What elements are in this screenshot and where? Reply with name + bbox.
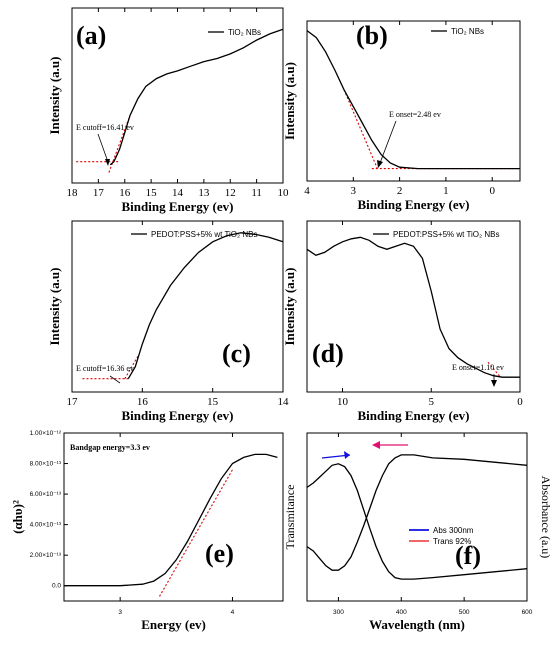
plot-frame-b: [306, 20, 521, 182]
x-tick-label: 11: [251, 187, 262, 199]
x-tick-label: 18: [67, 187, 79, 199]
fit-line: [124, 354, 140, 379]
series-line: [64, 453, 278, 587]
y-tick-label: 0.0: [52, 583, 61, 590]
y-axis-label: Transmitance: [283, 485, 297, 550]
x-axis-label: Energy (ev): [141, 617, 206, 632]
fit-line: [159, 469, 233, 597]
legend-entry: PEDOT:PSS+5% wt TiO₂ NBs: [393, 230, 499, 239]
x-axis-label: Binding Energy (ev): [122, 408, 234, 423]
panel-label: (a): [76, 21, 106, 50]
y-axis-label: Intensity (a.u): [282, 267, 297, 345]
x-tick-label: 0: [517, 396, 523, 408]
annotation-arrow: [109, 375, 121, 384]
x-tick-label: 0: [489, 185, 495, 197]
y-axis-label: Intensity (a.u): [47, 56, 62, 134]
y-axis-label: (αhυ)²: [10, 500, 25, 534]
plot-frame-e: [63, 432, 284, 602]
x-tick-label: 300: [333, 609, 344, 616]
x-tick-label: 3: [118, 609, 122, 616]
x-tick-label: 16: [119, 187, 131, 199]
x-axis-label: Wavelength (nm): [369, 617, 465, 632]
plot-frame-c: [71, 220, 284, 393]
plot-frame-d: [306, 220, 521, 393]
legend-entry: TiO₂ NBs: [228, 28, 261, 37]
panel-c: 17 16 15 14 Binding Energy (ev) Intensity (a.…: [47, 220, 290, 423]
legend-entry: Abs 300nm: [433, 526, 474, 535]
annotation-arrowhead: [491, 380, 497, 387]
fit-line: [343, 89, 378, 169]
annotation: E cutoff=16.36 ev: [76, 364, 134, 373]
x-tick-label: 10: [337, 396, 349, 408]
arrow-head: [372, 441, 380, 449]
fit-line: [487, 361, 501, 378]
y-tick-label: 4.00×10⁻¹³: [30, 522, 62, 529]
panel-d: 10 5 0 Binding Energy (ev) Intensity (a.u) (d…: [282, 220, 523, 423]
legend-entry: PEDOT:PSS+5% wt TiO₂ NBs: [151, 230, 257, 239]
x-tick-label: 3: [351, 185, 357, 197]
y-tick-label: 2.00×10⁻¹³: [30, 552, 62, 559]
x-tick-label: 16: [137, 396, 149, 408]
annotation: Bandgap energy=3.3 ev: [70, 443, 150, 452]
legend-entry: Trans 92%: [433, 537, 471, 546]
x-tick-label: 13: [198, 187, 210, 199]
panel-a: 18 17 16 15 14 13 12 11 10 Binding Energy (ev) Int…: [47, 7, 290, 214]
annotation-arrow: [97, 133, 109, 163]
y-tick-label: 1.00×10⁻¹²: [30, 430, 62, 437]
y-tick-label: 8.00×10⁻¹³: [30, 461, 62, 468]
annotation: E onset=2.48 ev: [389, 110, 441, 119]
panel-label: (c): [222, 339, 251, 368]
x-tick-label: 2: [397, 185, 403, 197]
legend-entry: TiO₂ NBs: [451, 27, 484, 36]
x-axis-label: Binding Energy (ev): [358, 197, 470, 212]
panel-e: 3 4 0.0 2.00×10⁻¹³ 4.00×10⁻¹³ 6.00×10⁻¹³ 8.00×…: [10, 430, 284, 632]
x-tick-label: 500: [459, 609, 470, 616]
x-tick-label: 17: [67, 396, 79, 408]
series-line: [306, 463, 528, 580]
y-axis-label: Intensity (a.u): [282, 62, 297, 140]
x-tick-label: 400: [396, 609, 407, 616]
series-line: [306, 236, 520, 378]
panel-label: (e): [205, 539, 234, 568]
series-line: [127, 232, 284, 380]
annotation-arrow: [379, 120, 397, 164]
x-tick-label: 14: [172, 187, 184, 199]
annotation-arrowhead: [105, 159, 110, 166]
y-axis-label-right: Absorbance (a.u): [539, 476, 550, 559]
x-tick-label: 4: [231, 609, 235, 616]
panel-b: 4 3 2 1 0 Binding Energy (ev) Intensity (a.u) (…: [282, 20, 521, 212]
x-axis-label: Binding Energy (ev): [122, 199, 234, 214]
x-axis-label: Binding Energy (ev): [358, 408, 470, 423]
series-line: [109, 28, 284, 166]
x-tick-label: 10: [278, 187, 290, 199]
x-tick-label: 14: [278, 396, 290, 408]
plot-frame-f: [306, 432, 528, 602]
x-tick-label: 600: [522, 609, 533, 616]
arrow-head: [344, 451, 350, 459]
annotation: E onset=1.10 ev: [452, 363, 504, 372]
y-tick-label: 6.00×10⁻¹³: [30, 491, 62, 498]
x-tick-label: 4: [304, 185, 310, 197]
x-tick-label: 17: [93, 187, 105, 199]
annotation-arrowhead: [377, 160, 383, 168]
y-axis-label: Intensity (a.u): [47, 267, 62, 345]
x-tick-label: 12: [225, 187, 236, 199]
panel-label: (d): [312, 339, 344, 368]
series-line: [306, 30, 520, 170]
annotation: E cutoff=16.41 ev: [76, 123, 134, 132]
panel-label: (b): [356, 21, 388, 50]
x-tick-label: 15: [207, 396, 219, 408]
series-line: [306, 454, 528, 571]
x-tick-label: 1: [443, 185, 449, 197]
x-tick-label: 15: [146, 187, 158, 199]
panel-f: 300 400 500 600 Wavelength (nm) Transmitance A…: [283, 432, 550, 632]
panel-label: (f): [455, 541, 481, 570]
x-tick-label: 5: [429, 396, 435, 408]
